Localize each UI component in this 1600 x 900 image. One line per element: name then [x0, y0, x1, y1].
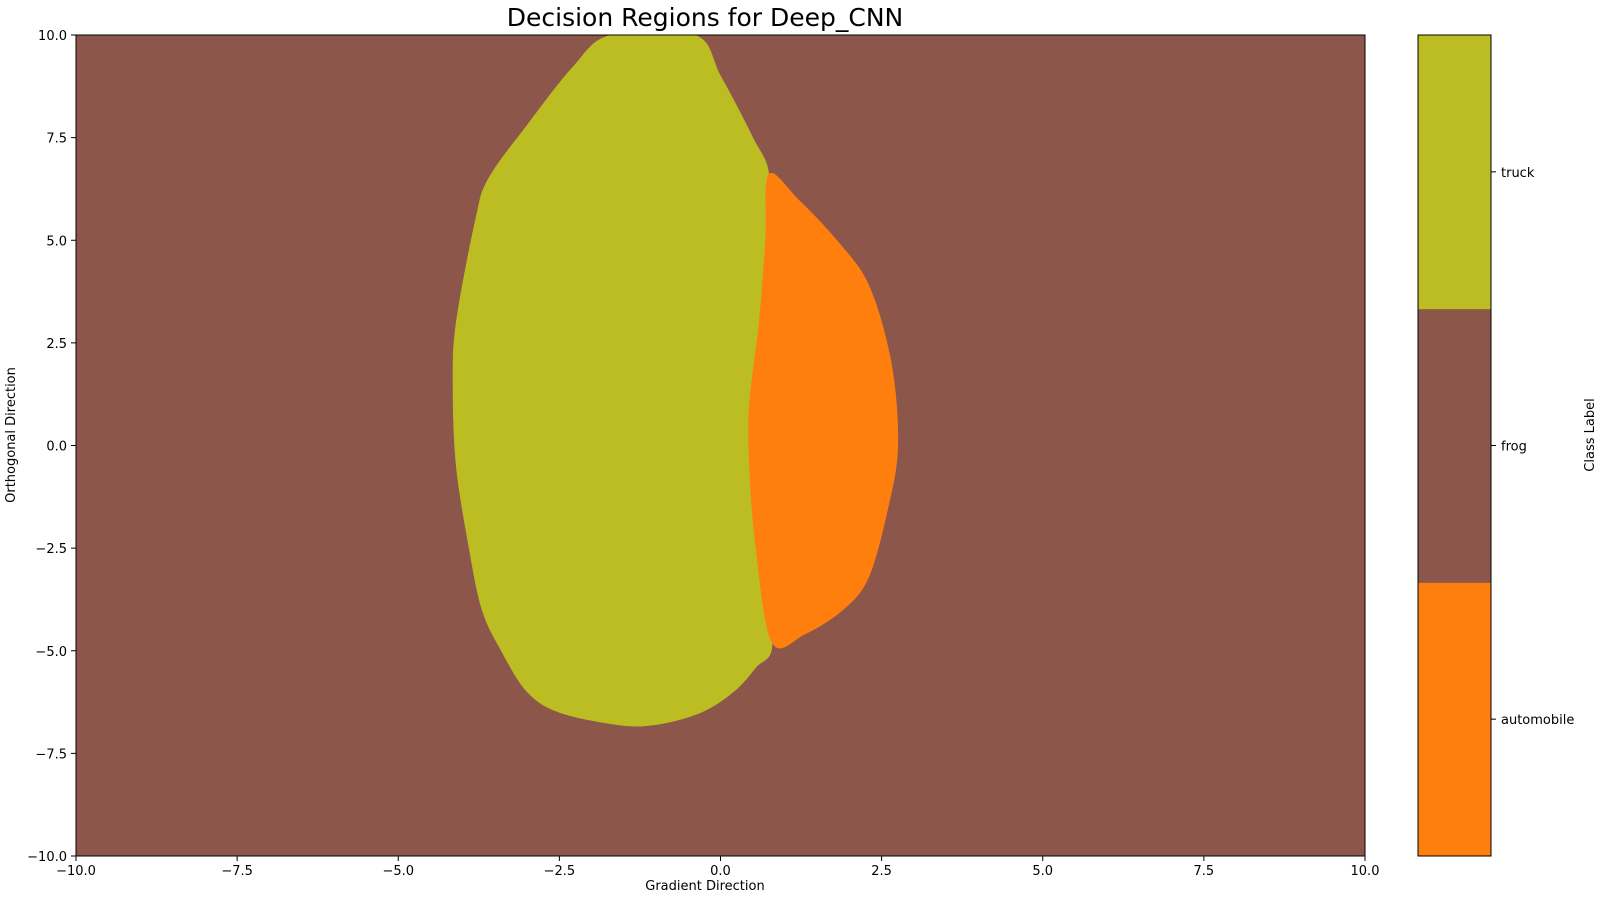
x-tick-label: 10.0: [1351, 864, 1380, 879]
x-tick-label: −7.5: [221, 864, 253, 879]
colorbar-tick-label-frog: frog: [1501, 440, 1527, 455]
y-tick-label: −5.0: [35, 645, 67, 660]
x-tick-label: 0.0: [710, 864, 731, 879]
y-tick-label: −7.5: [35, 747, 67, 762]
x-axis-label: Gradient Direction: [645, 879, 764, 894]
y-tick-label: 0.0: [46, 440, 67, 455]
plot-area: [76, 35, 1365, 856]
x-tick-label: 7.5: [1194, 864, 1215, 879]
y-tick-label: −10.0: [27, 850, 67, 865]
x-tick-label: 2.5: [871, 864, 892, 879]
y-tick-label: −2.5: [35, 542, 67, 557]
region-automobile: [748, 172, 899, 649]
colorbar-swatch-truck: [1418, 35, 1491, 310]
colorbar-swatch-automobile: [1418, 582, 1491, 857]
colorbar-tick-label-truck: truck: [1501, 166, 1535, 181]
class-regions: [452, 35, 899, 727]
y-axis-label: Orthogonal Direction: [4, 367, 19, 503]
axes: −10.0 −7.5 −5.0 −2.5 0.0 2.5 5.0 7.5 10.0 −10.0 −7…: [27, 29, 1379, 879]
colorbar-tick-label-automobile: automobile: [1501, 713, 1574, 728]
x-tick-label: 5.0: [1032, 864, 1053, 879]
y-tick-label: 10.0: [38, 29, 67, 44]
colorbar: automobile frog truck: [1417, 34, 1574, 857]
y-tick-label: 5.0: [46, 234, 67, 249]
x-tick-label: −2.5: [544, 864, 576, 879]
x-tick-label: −5.0: [382, 864, 414, 879]
colorbar-frame: [1417, 34, 1492, 857]
y-tick-label: 7.5: [46, 132, 67, 147]
x-tick-label: −10.0: [56, 864, 96, 879]
chart-title: Decision Regions for Deep_CNN: [507, 3, 904, 32]
colorbar-swatch-frog: [1418, 308, 1491, 583]
colorbar-label: Class Label: [1583, 398, 1598, 471]
y-tick-label: 2.5: [46, 337, 67, 352]
